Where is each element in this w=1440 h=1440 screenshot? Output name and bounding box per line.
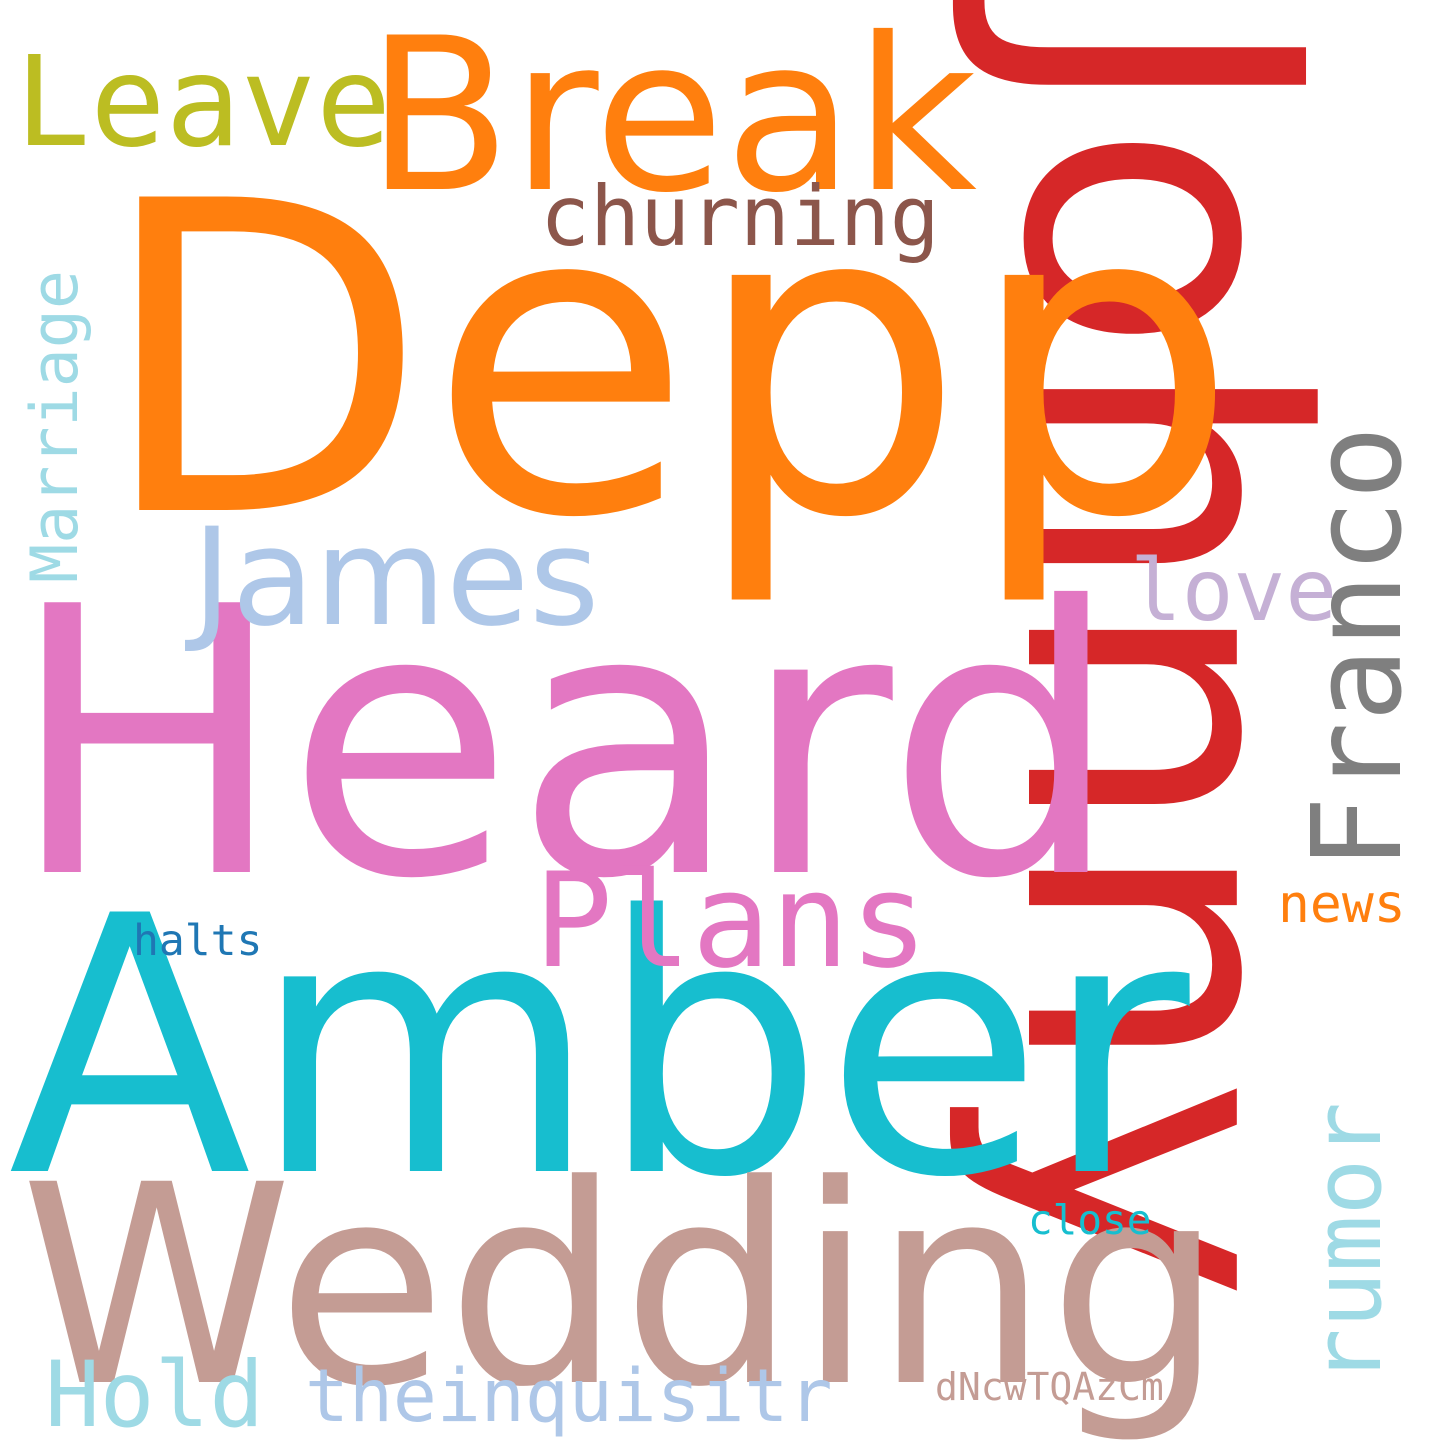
word-theinquisitr: theinquisitr bbox=[305, 1354, 833, 1439]
word-depp: Depp bbox=[97, 112, 1239, 612]
word-break: Break bbox=[366, 0, 978, 239]
word-hold: Hold bbox=[45, 1343, 265, 1440]
word-leave: Leave bbox=[15, 30, 392, 175]
word-close: close bbox=[1028, 1196, 1152, 1244]
word-marriage: Marriage bbox=[18, 269, 93, 583]
word-love: love bbox=[1130, 541, 1338, 641]
word-plans: Plans bbox=[534, 844, 929, 997]
word-heard: Heard bbox=[8, 530, 1122, 960]
word-franco: Franco bbox=[1287, 425, 1430, 870]
word-james: James bbox=[192, 499, 600, 656]
word-churning: churning bbox=[540, 168, 940, 265]
word-halts: halts bbox=[133, 916, 263, 966]
word-news: news bbox=[1278, 874, 1406, 935]
word-rumor: rumor bbox=[1294, 1102, 1403, 1385]
word-amber: Amber bbox=[8, 841, 1190, 1255]
word-wedding: Wedding bbox=[20, 1127, 1224, 1440]
word-dncwtqazcm: dNcwTQAzCm bbox=[935, 1365, 1164, 1409]
